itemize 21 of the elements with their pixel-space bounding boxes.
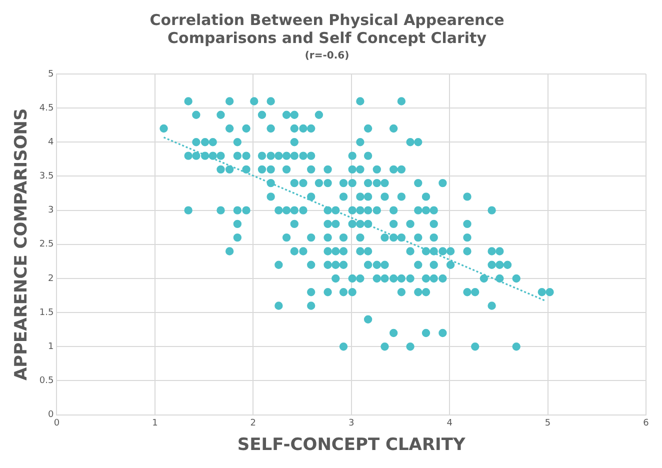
y-tick-label: 3.5 [39,172,54,182]
x-axis-title: SELF-CONCEPT CLARITY [237,435,466,456]
chart-subtitle: (r=-0.6) [304,50,350,62]
y-tick-label: 0 [48,410,54,420]
x-tick-label: 6 [643,418,650,429]
x-tick-label: 3 [348,418,354,429]
y-axis-title: APPEARENCE COMPARISONS [12,108,32,381]
y-tick-label: 2.5 [39,240,54,250]
y-tick-label: 5 [48,69,54,80]
y-tick-label: 4 [48,138,54,148]
chart-title: Correlation Between Physical Appearence Comparisons and Self Concept Clarity [150,10,504,47]
y-tick-label: 1 [48,342,54,352]
y-tick-label: 3 [48,206,54,216]
x-tick-label: 5 [544,418,551,429]
x-tick-label: 2 [250,418,256,429]
y-tick-label: 0.5 [39,376,54,386]
x-tick-label: 1 [152,418,158,429]
y-tick-label: 1.5 [39,308,54,318]
x-tick-label: 4 [446,418,453,429]
y-tick-label: 4.5 [39,103,54,114]
y-tick-label: 2 [48,274,54,284]
